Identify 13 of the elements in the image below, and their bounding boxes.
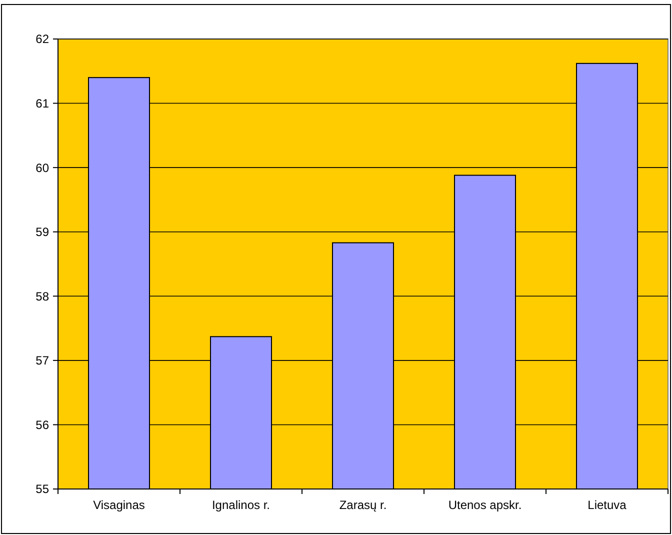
x-tick-label: Utenos apskr.	[448, 498, 522, 512]
y-tick-label: 62	[36, 32, 50, 46]
x-tick-label: Ignalinos r.	[212, 498, 270, 512]
x-tick-label: Lietuva	[588, 498, 627, 512]
y-tick-label: 60	[36, 160, 50, 175]
y-tick-label: 56	[36, 418, 50, 432]
x-tick-label: Visaginas	[93, 498, 145, 512]
y-tick-label: 57	[36, 354, 50, 368]
y-tick-label: 55	[36, 482, 50, 496]
y-tick-label: 58	[36, 289, 50, 304]
y-tick-label: 61	[36, 96, 50, 110]
x-tick-label: Zarasų r.	[339, 498, 387, 512]
y-tick-label: 59	[36, 225, 50, 240]
